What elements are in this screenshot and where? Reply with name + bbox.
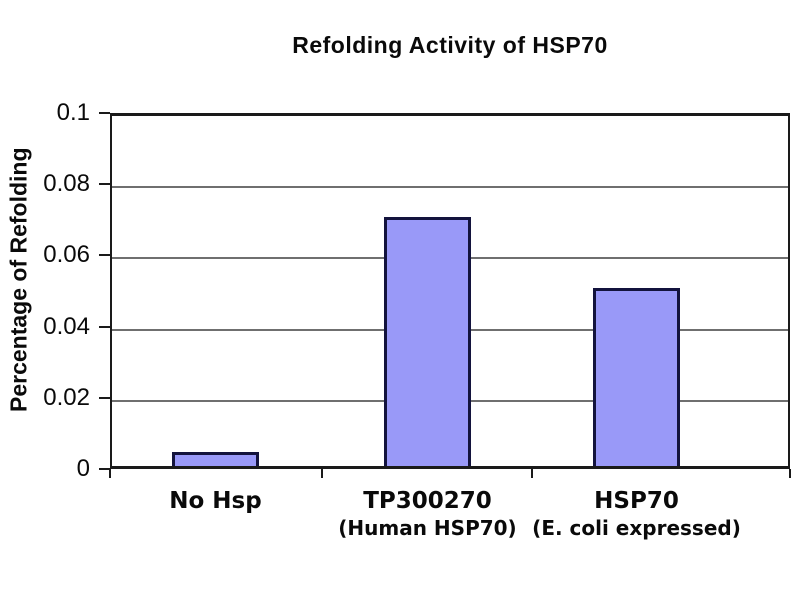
- y-tick-label: 0.06: [43, 241, 90, 269]
- y-tick-label: 0.02: [43, 383, 90, 411]
- x-category-label-line1: TP300270: [363, 488, 492, 514]
- bar: [171, 452, 259, 466]
- x-category-label-line1: HSP70: [594, 488, 679, 514]
- y-tick-label: 0.1: [56, 99, 90, 126]
- y-tick-label: 0.08: [43, 170, 90, 198]
- x-tick-mark: [531, 469, 533, 478]
- chart-title: Refolding Activity of HSP70: [292, 32, 608, 58]
- x-category-label-line1: No Hsp: [169, 488, 262, 514]
- bar: [593, 288, 681, 466]
- y-tick-label: 0: [76, 455, 90, 482]
- y-tick-mark: [99, 183, 110, 186]
- grid-line: [112, 186, 788, 189]
- x-category-label-line2: (Human HSP70): [338, 516, 517, 540]
- x-tick-mark: [789, 469, 791, 478]
- plot-area: [110, 113, 790, 469]
- y-tick-mark: [99, 112, 110, 114]
- x-category-label: TP300270 (Human HSP70): [287, 488, 567, 541]
- x-category-label-line2: (E. coli expressed): [532, 516, 741, 540]
- bar: [383, 217, 471, 466]
- y-tick-mark: [99, 325, 110, 328]
- y-tick-mark: [99, 468, 110, 470]
- y-tick-mark: [99, 254, 110, 257]
- x-category-label: No Hsp: [75, 488, 355, 515]
- x-tick-mark: [321, 469, 324, 478]
- x-category-label: HSP70 (E. coli expressed): [497, 488, 777, 541]
- y-tick-mark: [99, 396, 110, 399]
- y-tick-label: 0.04: [43, 312, 90, 340]
- x-tick-mark: [109, 469, 111, 478]
